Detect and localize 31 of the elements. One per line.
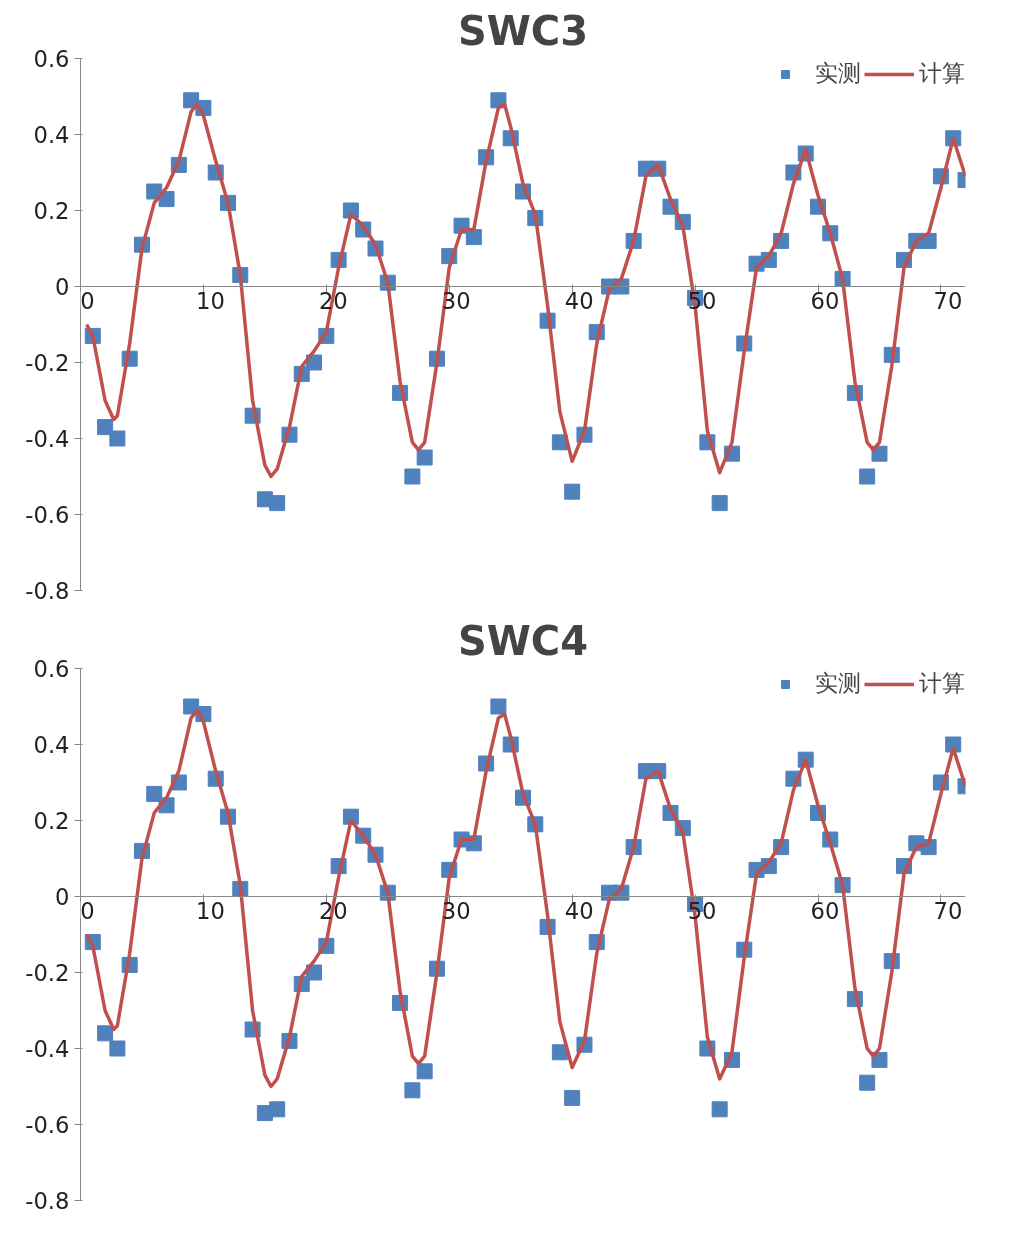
y-tick-label: -0.8 <box>25 1188 70 1214</box>
y-tick-label: 0.2 <box>33 198 70 224</box>
y-tick-label: 0.4 <box>33 732 70 758</box>
y-tick-label: -0.8 <box>25 578 70 604</box>
chart-title: SWC3 <box>457 7 589 54</box>
y-tick-label: 0.6 <box>33 656 70 682</box>
x-tick-label: 10 <box>196 897 225 924</box>
legend-label: 实测 <box>815 59 861 88</box>
legend-label: 计算 <box>919 59 965 88</box>
y-tick-label: 0.2 <box>33 808 70 834</box>
x-tick-label: 0 <box>80 897 95 924</box>
x-tick-label: 60 <box>810 897 840 924</box>
y-tick-label: -0.2 <box>25 960 70 986</box>
legend-label: 计算 <box>919 669 965 698</box>
y-tick-label: -0.2 <box>25 350 70 376</box>
y-tick-label: -0.6 <box>25 1112 70 1138</box>
x-tick-label: 60 <box>810 287 840 314</box>
y-tick-label: 0.4 <box>33 122 70 148</box>
y-tick-label: -0.4 <box>25 1036 70 1062</box>
y-tick-label: -0.6 <box>25 502 70 528</box>
x-tick-label: 10 <box>196 287 225 314</box>
y-tick-label: -0.4 <box>25 426 70 452</box>
x-tick-label: 70 <box>933 287 963 314</box>
x-tick-label: 70 <box>933 897 963 924</box>
x-tick-label: 50 <box>687 287 717 314</box>
legend-label: 实测 <box>815 669 861 698</box>
x-tick-label: 0 <box>80 287 95 314</box>
y-tick-label: 0.6 <box>33 46 70 72</box>
x-tick-label: 40 <box>564 897 594 924</box>
chart-title: SWC4 <box>457 617 589 664</box>
x-tick-label: 40 <box>564 287 594 314</box>
